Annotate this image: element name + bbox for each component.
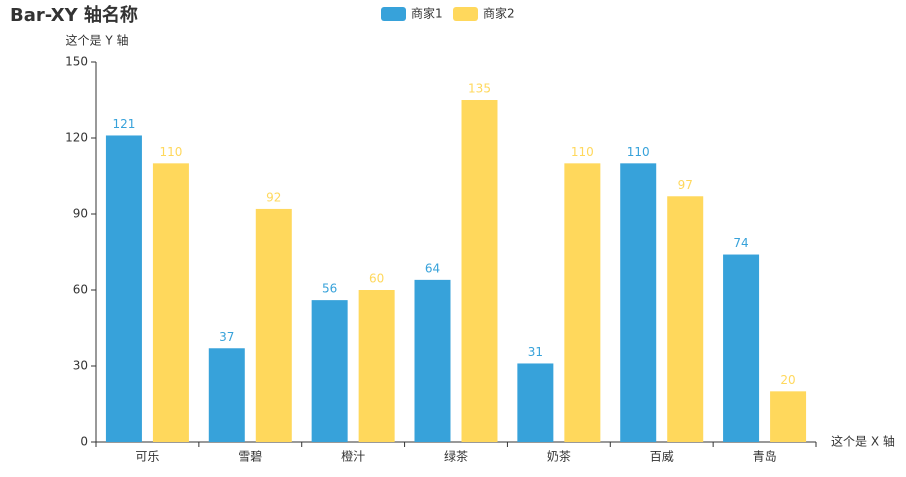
x-axis-name: 这个是 X 轴 — [831, 434, 895, 449]
value-label: 97 — [678, 178, 693, 192]
x-tick-label: 奶茶 — [547, 449, 571, 464]
y-tick-label: 0 — [80, 435, 88, 449]
y-axis-name: 这个是 Y 轴 — [66, 33, 129, 48]
bar — [358, 290, 395, 442]
value-label: 135 — [468, 82, 491, 96]
y-tick-label: 150 — [65, 55, 88, 69]
value-label: 92 — [266, 190, 281, 204]
legend-swatch — [453, 7, 478, 21]
bar — [255, 208, 292, 442]
value-label: 31 — [528, 345, 543, 359]
bar — [208, 348, 245, 442]
value-label: 64 — [425, 261, 440, 275]
y-tick-label: 120 — [65, 131, 88, 145]
bar — [564, 163, 601, 443]
bar — [414, 279, 451, 442]
bar — [152, 163, 189, 443]
legend-swatch — [381, 7, 406, 21]
bar — [723, 254, 760, 442]
value-label: 60 — [369, 272, 384, 286]
y-tick-label: 90 — [73, 207, 88, 221]
value-label: 110 — [159, 145, 182, 159]
value-label: 110 — [571, 145, 594, 159]
value-label: 110 — [627, 145, 650, 159]
bar — [667, 196, 704, 442]
value-label: 37 — [219, 330, 234, 344]
value-label: 74 — [733, 236, 748, 250]
x-tick-label: 可乐 — [135, 450, 159, 464]
bar — [770, 391, 807, 442]
x-tick-label: 青岛 — [753, 449, 777, 464]
legend-label: 商家1 — [411, 6, 443, 21]
x-tick-label: 绿茶 — [444, 449, 468, 464]
y-tick-label: 30 — [73, 359, 88, 373]
bar — [517, 363, 554, 442]
bar — [620, 163, 657, 443]
chart-title: Bar-XY 轴名称 — [10, 4, 138, 26]
y-tick-label: 60 — [73, 283, 88, 297]
value-label: 121 — [112, 117, 135, 131]
bar — [311, 300, 348, 442]
x-tick-label: 雪碧 — [238, 450, 262, 464]
bar — [461, 100, 498, 442]
x-tick-label: 橙汁 — [341, 449, 365, 464]
bar — [105, 135, 142, 442]
x-tick-label: 百威 — [650, 450, 674, 464]
legend-label: 商家2 — [483, 6, 515, 21]
value-label: 20 — [780, 373, 795, 387]
value-label: 56 — [322, 282, 337, 296]
